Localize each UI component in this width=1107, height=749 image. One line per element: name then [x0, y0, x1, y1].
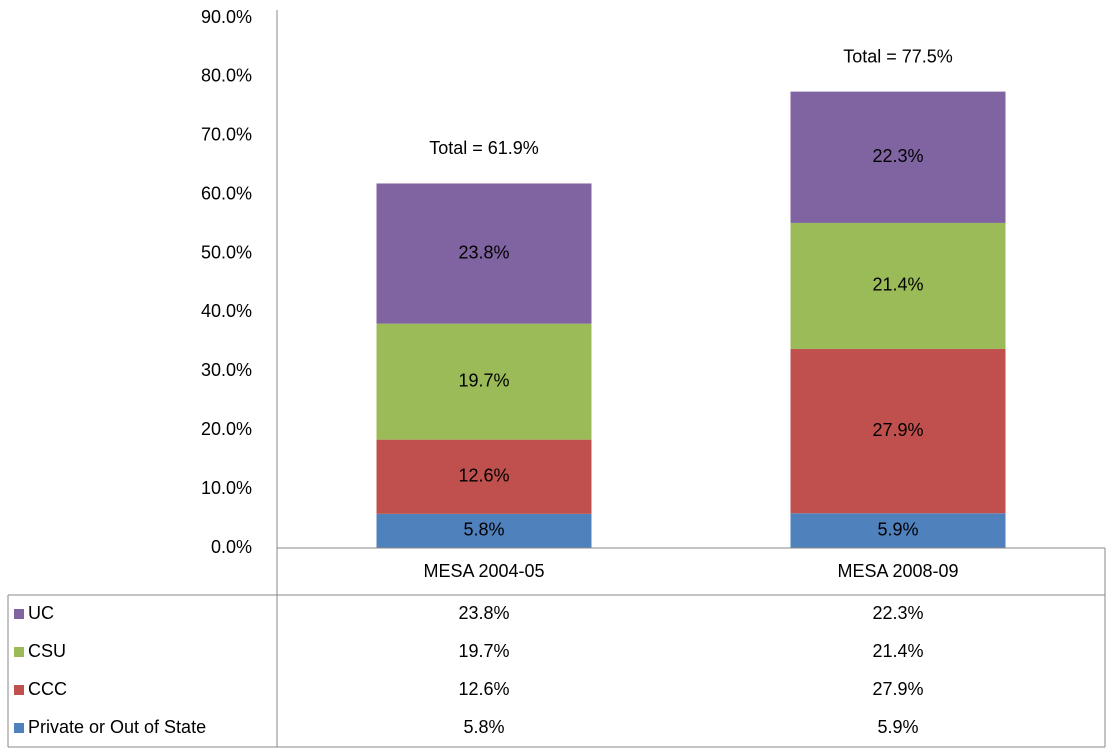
table-cell: 22.3%: [872, 603, 923, 623]
y-tick-label: 80.0%: [201, 66, 252, 86]
y-tick-label: 60.0%: [201, 183, 252, 203]
data-label: 23.8%: [458, 242, 509, 262]
data-label: 12.6%: [458, 465, 509, 485]
total-annotation: Total = 61.9%: [429, 138, 539, 158]
y-tick-label: 50.0%: [201, 242, 252, 262]
legend-label: CSU: [28, 641, 66, 661]
table-cell: 23.8%: [458, 603, 509, 623]
data-label: 5.9%: [877, 519, 918, 539]
y-tick-label: 30.0%: [201, 360, 252, 380]
data-label: 27.9%: [872, 420, 923, 440]
bar-segment: [376, 323, 592, 440]
y-tick-label: 40.0%: [201, 301, 252, 321]
legend-label: UC: [28, 603, 54, 623]
data-label: 19.7%: [458, 370, 509, 390]
legend-label: CCC: [28, 679, 67, 699]
y-tick-label: 20.0%: [201, 419, 252, 439]
x-tick-label: MESA 2004-05: [423, 561, 544, 581]
legend-label: Private or Out of State: [28, 717, 206, 737]
data-label: 5.8%: [463, 520, 504, 540]
y-tick-label: 70.0%: [201, 125, 252, 145]
y-tick-label: 0.0%: [211, 537, 252, 557]
bar-segment: [376, 183, 592, 324]
x-tick-label: MESA 2008-09: [837, 561, 958, 581]
bar-segment: [790, 513, 1006, 548]
bar-segment: [790, 91, 1006, 223]
y-tick-label: 10.0%: [201, 478, 252, 498]
legend-key: [14, 609, 24, 619]
data-label: 21.4%: [872, 275, 923, 295]
table-cell: 27.9%: [872, 679, 923, 699]
table-cell: 12.6%: [458, 679, 509, 699]
legend-key: [14, 647, 24, 657]
total-annotation: Total = 77.5%: [843, 46, 953, 66]
bar-segment: [790, 222, 1006, 349]
bar-segment: [376, 439, 592, 514]
bar-segment: [790, 348, 1006, 514]
table-cell: 21.4%: [872, 641, 923, 661]
data-label: 22.3%: [872, 146, 923, 166]
bar-segment: [376, 513, 592, 548]
y-tick-label: 90.0%: [201, 7, 252, 27]
legend-key: [14, 723, 24, 733]
legend-key: [14, 685, 24, 695]
table-cell: 5.8%: [463, 717, 504, 737]
table-cell: 5.9%: [877, 717, 918, 737]
table-cell: 19.7%: [458, 641, 509, 661]
